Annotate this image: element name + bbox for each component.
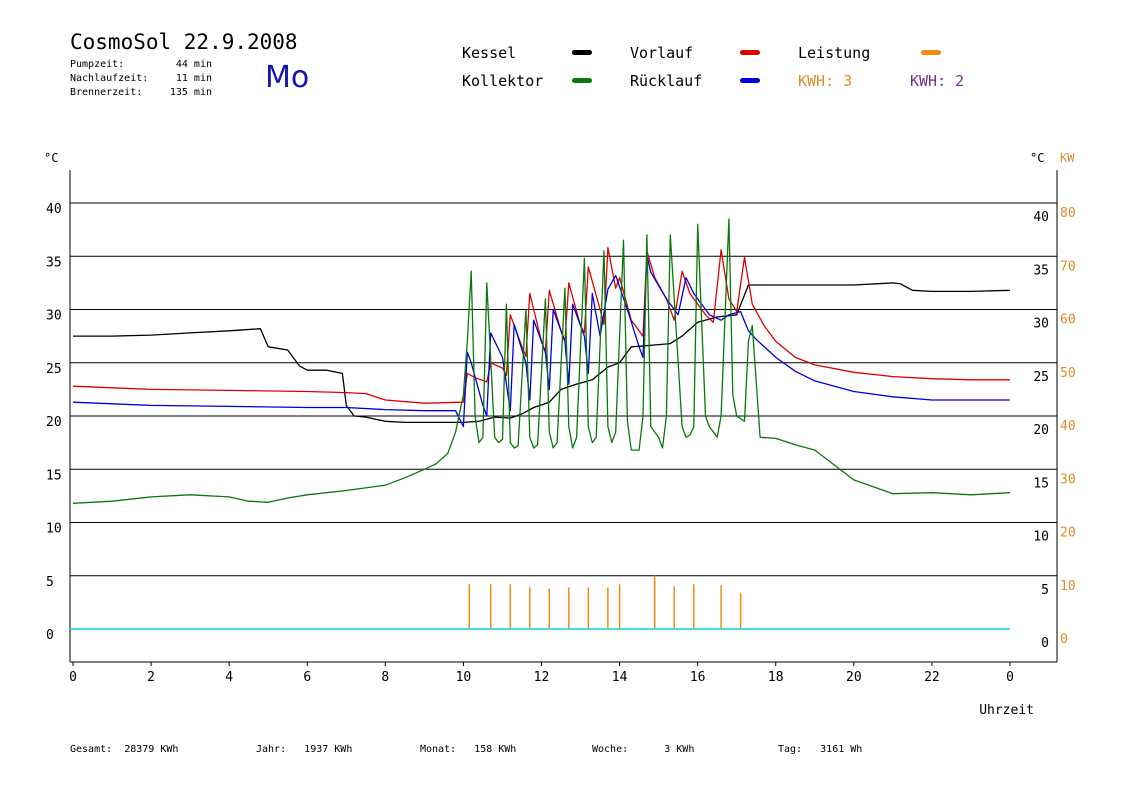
y-tick-left-35: 35 <box>46 255 62 270</box>
x-tick-7: 14 <box>612 670 628 685</box>
legend-label-ruecklauf: Rücklauf <box>630 72 703 90</box>
y2-tick-0: 0 <box>1060 632 1068 647</box>
info-row-burner: Brennerzeit: 135 min <box>70 87 212 98</box>
x-tick-12: 0 <box>1006 670 1014 685</box>
y-tick-left-30: 30 <box>46 309 62 324</box>
y-tick-right-25: 25 <box>1033 370 1049 385</box>
x-tick-9: 18 <box>768 670 784 685</box>
legend-swatch-vorlauf <box>740 50 760 55</box>
y-axis-unit-kw: KW <box>1060 151 1075 165</box>
x-tick-1: 2 <box>147 670 155 685</box>
y2-tick-20: 20 <box>1060 526 1076 541</box>
y-tick-left-5: 5 <box>46 575 54 590</box>
legend-swatch-kollektor <box>572 78 592 83</box>
x-tick-6: 12 <box>534 670 550 685</box>
legend-kwh-2: KWH: 2 <box>910 72 965 90</box>
y2-tick-30: 30 <box>1060 472 1076 487</box>
x-tick-0: 0 <box>69 670 77 685</box>
legend-label-leistung: Leistung <box>798 44 871 62</box>
legend-swatch-ruecklauf <box>740 78 760 83</box>
footer-gesamt: Gesamt: 28379 KWh <box>70 744 179 755</box>
x-tick-8: 16 <box>690 670 706 685</box>
legend-label-vorlauf: Vorlauf <box>630 44 694 62</box>
legend-swatch-kessel <box>572 50 592 55</box>
y-tick-right-15: 15 <box>1033 476 1049 491</box>
info-row-pump: Pumpzeit: 44 min <box>70 59 212 70</box>
y2-tick-60: 60 <box>1060 313 1076 328</box>
y-tick-right-30: 30 <box>1033 317 1049 332</box>
x-tick-11: 22 <box>924 670 940 685</box>
series-rcklauf-line <box>72 254 1010 428</box>
x-tick-2: 4 <box>225 670 233 685</box>
info-row-afterrun: Nachlaufzeit: 11 min <box>70 73 212 84</box>
legend-kwh-1: KWH: 3 <box>798 72 853 90</box>
y-tick-right-40: 40 <box>1033 210 1049 225</box>
y2-tick-70: 70 <box>1060 259 1076 274</box>
x-tick-5: 10 <box>456 670 472 685</box>
footer-woche: Woche: 3 KWh <box>592 744 695 755</box>
runtime-info: Pumpzeit: 44 min Nachlaufzeit: 11 min Bren… <box>70 58 212 100</box>
y-tick-right-10: 10 <box>1033 530 1049 545</box>
y-tick-right-5: 5 <box>1041 583 1049 598</box>
footer-tag: Tag: 3161 Wh <box>778 744 863 755</box>
y-tick-right-20: 20 <box>1033 423 1049 438</box>
y-tick-left-0: 0 <box>46 628 54 643</box>
footer-monat: Monat: 158 KWh <box>420 744 517 755</box>
x-tick-4: 8 <box>381 670 389 685</box>
y-tick-right-35: 35 <box>1033 263 1049 278</box>
series-vorlauf-line <box>72 247 1010 404</box>
y-tick-left-20: 20 <box>46 415 62 430</box>
footer-jahr: Jahr: 1937 KWh <box>256 744 353 755</box>
y-tick-left-10: 10 <box>46 522 62 537</box>
legend-label-kessel: Kessel <box>462 44 517 62</box>
y-axis-unit-right: °C <box>1030 151 1044 165</box>
y2-tick-50: 50 <box>1060 366 1076 381</box>
y-axis-unit-left: °C <box>44 151 58 165</box>
weekday-label: Mo <box>265 60 310 95</box>
y-tick-left-25: 25 <box>46 362 62 377</box>
x-tick-3: 6 <box>303 670 311 685</box>
y2-tick-40: 40 <box>1060 419 1076 434</box>
x-axis-label: Uhrzeit <box>979 703 1034 718</box>
y2-tick-10: 10 <box>1060 579 1076 594</box>
legend-label-kollektor: Kollektor <box>462 72 544 90</box>
series-kollektor-line <box>72 218 1011 504</box>
y-tick-left-40: 40 <box>46 202 62 217</box>
y2-tick-80: 80 <box>1060 206 1076 221</box>
x-tick-10: 20 <box>846 670 862 685</box>
legend-swatch-leistung <box>921 50 941 55</box>
chart-title: CosmoSol 22.9.2008 <box>70 30 298 54</box>
y-tick-right-0: 0 <box>1041 636 1049 651</box>
series-kessel-line <box>73 282 1011 424</box>
y-tick-left-15: 15 <box>46 468 62 483</box>
